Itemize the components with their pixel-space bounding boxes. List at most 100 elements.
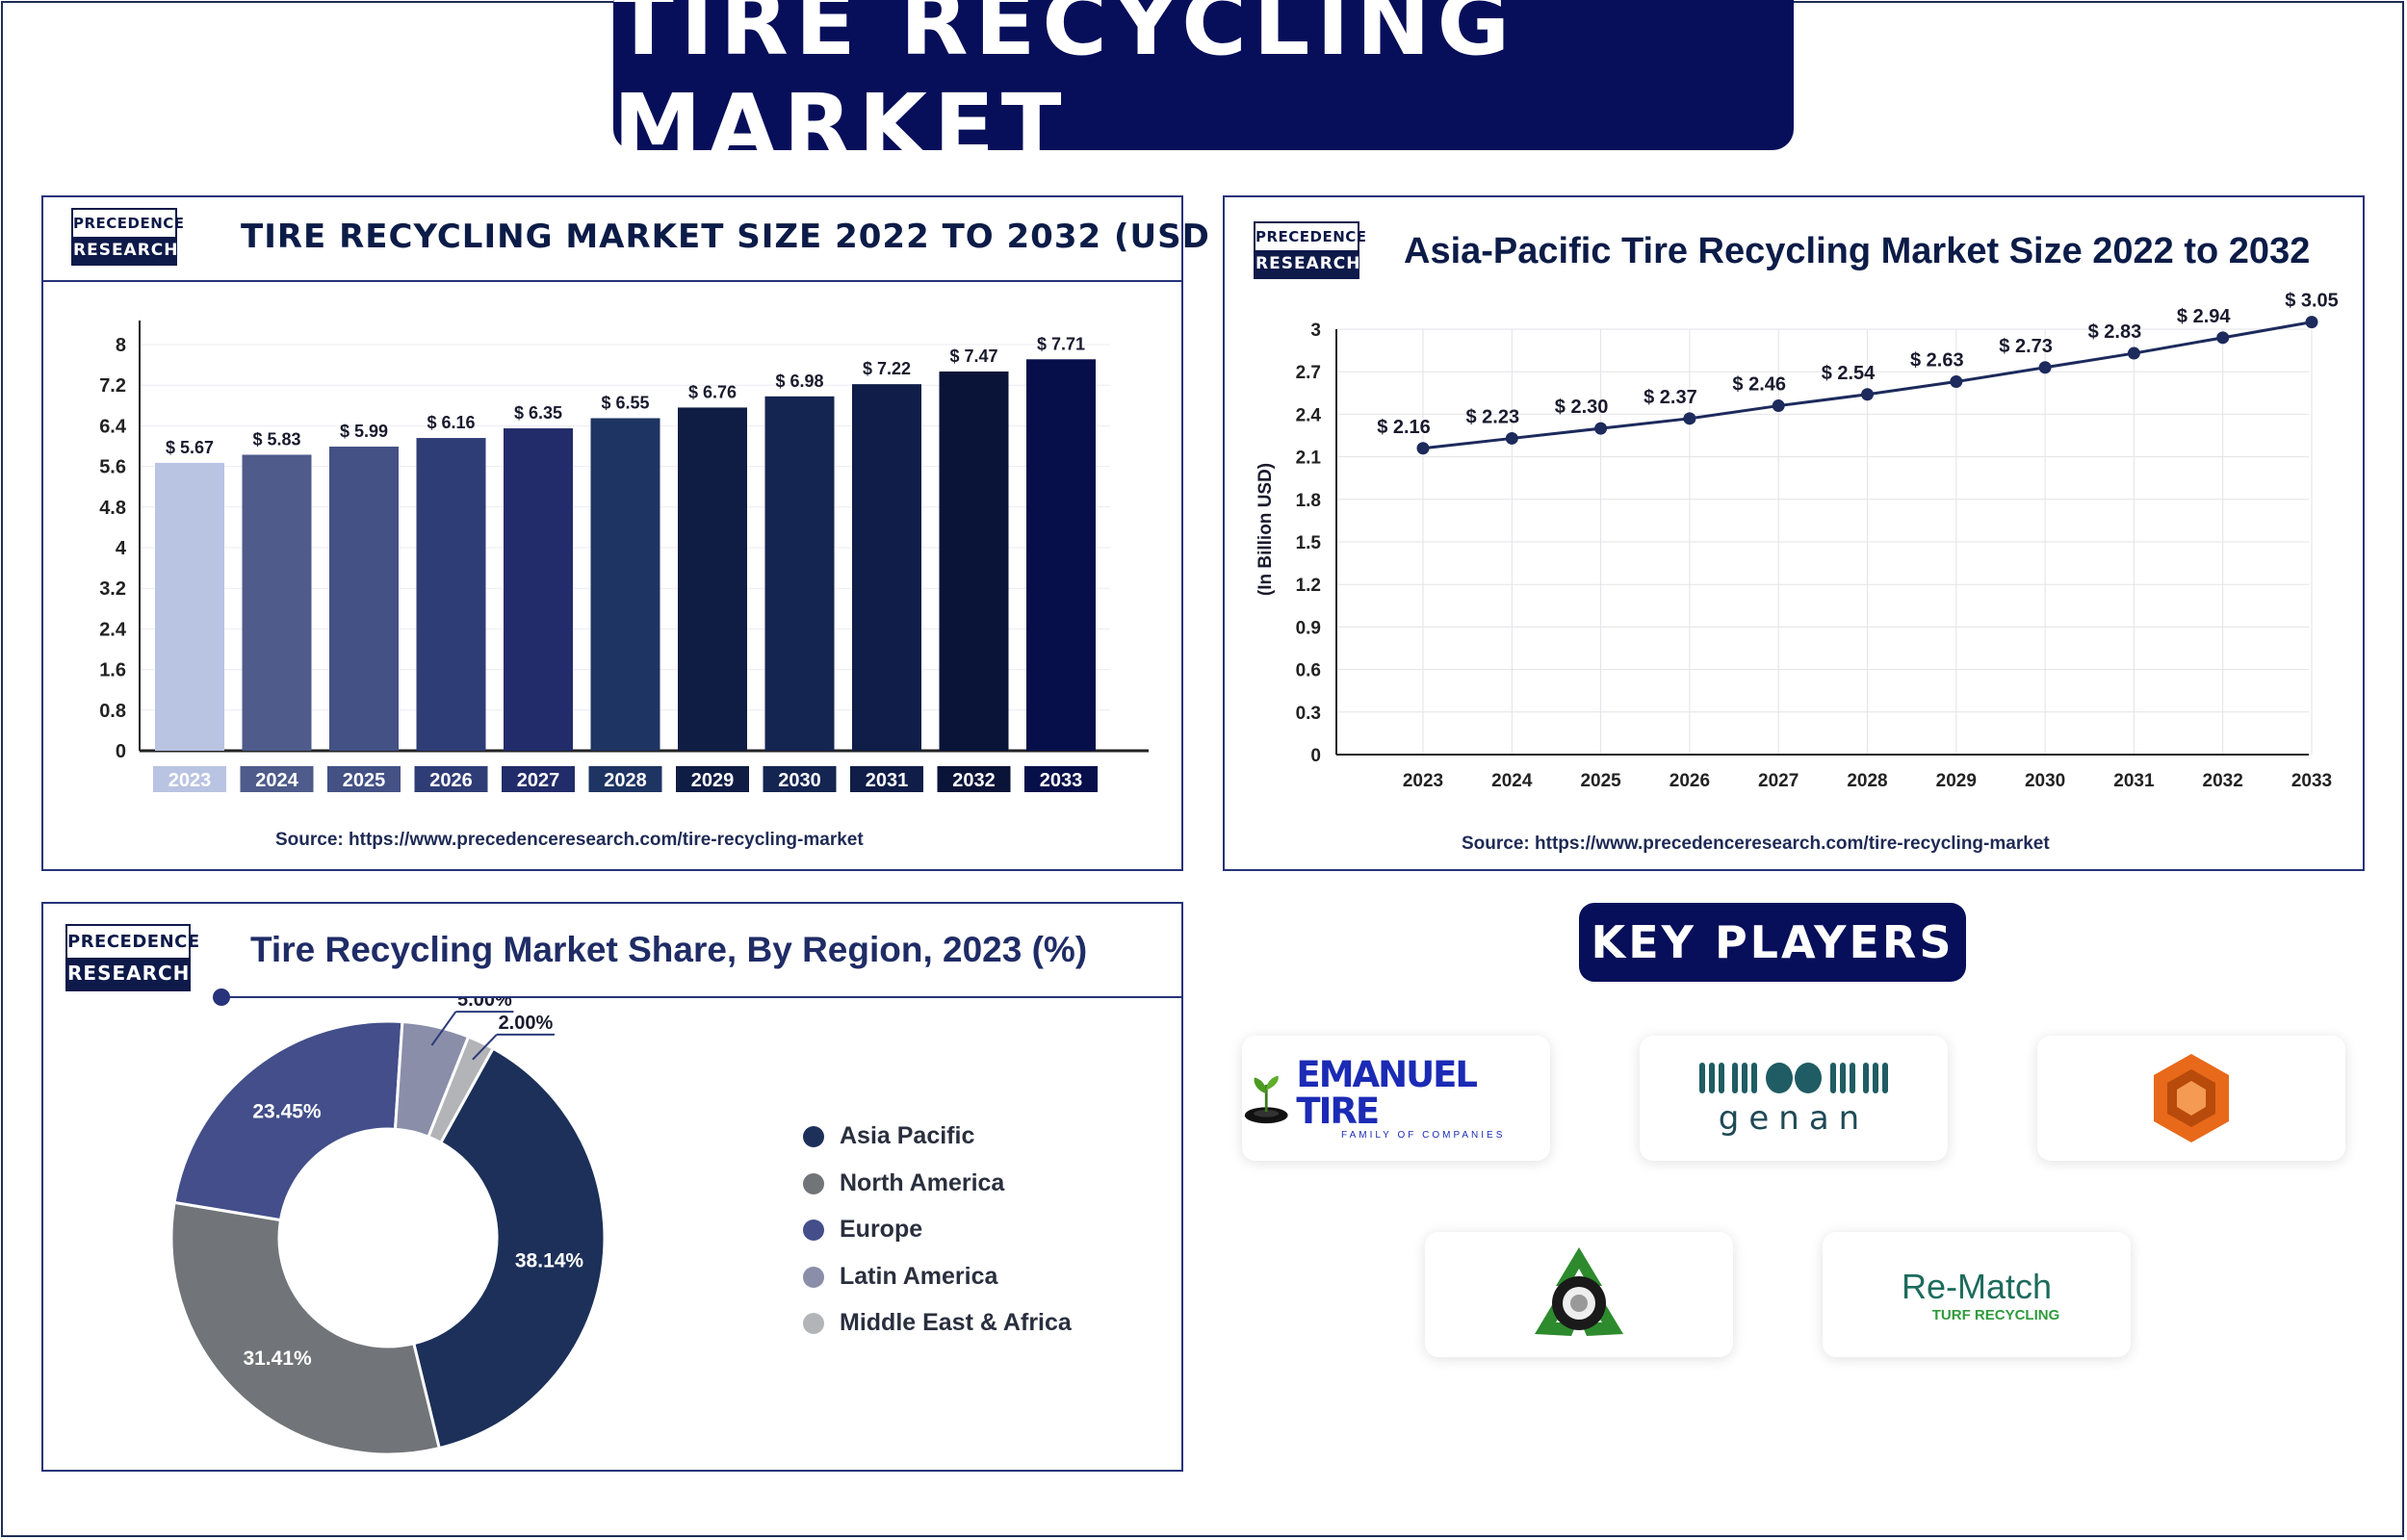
- genan-tread-icon: [1699, 1063, 1888, 1093]
- donut-slice-middle-east-africa: [427, 1035, 496, 1145]
- bar-2033: [1026, 359, 1096, 751]
- line-value-label: $ 2.23: [1465, 406, 1519, 427]
- line-y-tick-label: 2.7: [1296, 363, 1321, 383]
- line-x-tick-label: 2023: [1403, 771, 1443, 791]
- bar-category-tag: [153, 766, 226, 792]
- legend-item-middle-east-africa: Middle East & Africa: [803, 1309, 1072, 1337]
- bar-category-label: 2028: [604, 770, 647, 791]
- line-point-2025: [1594, 422, 1608, 435]
- genan-logo: genan: [1697, 1059, 1890, 1138]
- line-point-2028: [1861, 388, 1874, 401]
- main-title-banner: TIRE RECYCLING MARKET: [613, 0, 1794, 178]
- bar-y-tick-label: 4: [116, 538, 127, 559]
- bar-value-label: $ 6.76: [688, 382, 737, 401]
- bar-category-tag: [763, 766, 837, 792]
- legend-item-europe: Europe: [803, 1216, 922, 1244]
- line-y-tick-label: 0.3: [1296, 704, 1321, 724]
- line-value-label: $ 2.30: [1555, 397, 1609, 418]
- legend-swatch: [803, 1172, 824, 1194]
- line-chart-panel: [1223, 195, 2365, 871]
- bar-category-label: 2032: [952, 770, 996, 791]
- bar-category-tag: [937, 766, 1011, 792]
- player-card-genan: genan: [1640, 1036, 1948, 1161]
- bar-category-label: 2029: [691, 770, 735, 791]
- bar-chart-title: TIRE RECYCLING MARKET SIZE 2022 TO 2032 …: [241, 218, 1392, 256]
- key-players-banner: KEY PLAYERS: [1579, 903, 1966, 982]
- line-point-2029: [1950, 375, 1963, 389]
- bar-y-tick-label: 5.6: [99, 457, 126, 478]
- line-point-2023: [1416, 442, 1430, 455]
- bar-2031: [852, 384, 921, 751]
- bar-value-label: $ 7.47: [949, 346, 997, 366]
- donut-divider-dot: [213, 988, 230, 1006]
- donut-chart-title: Tire Recycling Market Share, By Region, …: [250, 930, 1088, 969]
- bar-category-tag: [327, 766, 401, 792]
- main-title: TIRE RECYCLING MARKET: [613, 0, 1517, 178]
- line-x-tick-label: 2032: [2203, 771, 2243, 791]
- bar-value-label: $ 5.67: [166, 438, 214, 457]
- donut-value-label: 31.41%: [243, 1348, 312, 1370]
- player-card-emanuel-tire: EMANUEL TIRE FAMILY OF COMPANIES: [1242, 1036, 1550, 1161]
- bar-category-tag: [588, 766, 662, 792]
- donut-value-label: 38.14%: [515, 1250, 584, 1272]
- donut-slice-europe: [172, 1019, 404, 1222]
- bar-value-label: $ 6.16: [427, 413, 475, 432]
- line-value-label: $ 2.94: [2177, 306, 2231, 327]
- line-y-axis-label: (In Billion USD): [1255, 463, 1276, 596]
- bar-category-label: 2025: [343, 770, 386, 791]
- bar-value-label: $ 5.99: [340, 422, 388, 441]
- player-card-hexagon-logo: [2037, 1036, 2345, 1161]
- player-card-rematch: Re-Match TURF RECYCLING: [1823, 1232, 2131, 1357]
- rematch-logo: Re-Match TURF RECYCLING: [1901, 1266, 2060, 1323]
- bar-2026: [416, 438, 486, 751]
- line-value-label: $ 2.63: [1910, 350, 1964, 372]
- line-y-tick-label: 3: [1310, 321, 1321, 341]
- line-value-label: $ 2.16: [1377, 417, 1431, 438]
- legend-swatch: [803, 1219, 824, 1241]
- emanuel-tire-logo: EMANUEL TIRE FAMILY OF COMPANIES: [1242, 1056, 1550, 1141]
- bar-value-label: $ 6.98: [775, 372, 823, 391]
- bar-category-label: 2031: [866, 770, 909, 791]
- line-x-tick-label: 2029: [1936, 771, 1977, 791]
- bar-category-tag: [414, 766, 488, 792]
- bar-y-tick-label: 8: [116, 335, 126, 356]
- bar-value-label: $ 6.55: [601, 393, 649, 412]
- bar-value-label: $ 5.83: [252, 429, 300, 449]
- bar-chart-source: Source: https://www.precedenceresearch.c…: [275, 830, 864, 850]
- line-point-2027: [1772, 399, 1785, 413]
- line-value-label: $ 2.46: [1732, 374, 1786, 396]
- line-point-2031: [2127, 346, 2140, 360]
- bar-category-label: 2026: [429, 770, 473, 791]
- legend-swatch: [803, 1125, 824, 1147]
- donut-leader-line: [430, 1011, 457, 1046]
- line-y-tick-label: 1.2: [1296, 576, 1321, 596]
- bar-category-label: 2027: [517, 770, 560, 791]
- legend-item-north-america: North America: [803, 1169, 1004, 1197]
- line-chart: 0 0.3 0.6 0.9 1.2 1.5 1.8 2.1 2.4 2.7 3 2023 2024 202…: [1255, 291, 2339, 791]
- line-value-label: $ 3.05: [2285, 291, 2339, 312]
- donut-title-divider: [221, 996, 1182, 998]
- bar-category-tag: [676, 766, 749, 792]
- line-x-tick-label: 2031: [2113, 771, 2155, 791]
- bar-category-tag: [502, 766, 575, 792]
- precedence-logo: PRECEDENCE RESEARCH: [65, 924, 199, 991]
- line-value-label: $ 2.54: [1822, 363, 1876, 384]
- bar-value-label: $ 7.22: [863, 359, 911, 378]
- line-value-label: $ 2.83: [2088, 321, 2142, 343]
- donut-slice-asia-pacific: [411, 1046, 607, 1450]
- bar-2024: [242, 454, 312, 751]
- line-y-tick-label: 0.6: [1296, 661, 1321, 681]
- line-x-tick-label: 2025: [1580, 771, 1621, 791]
- bar-category-tag: [850, 766, 923, 792]
- line-x-tick-label: 2026: [1669, 771, 1710, 791]
- line-x-tick-label: 2027: [1758, 771, 1799, 791]
- line-x-tick-label: 2033: [2291, 771, 2332, 791]
- bar-y-tick-label: 1.6: [99, 660, 126, 681]
- line-y-tick-label: 0: [1310, 746, 1321, 766]
- line-y-tick-label: 2.1: [1296, 449, 1322, 469]
- donut-slice-north-america: [169, 1200, 442, 1456]
- player-card-recycle-tire: [1425, 1232, 1733, 1357]
- bar-y-tick-label: 6.4: [99, 416, 127, 437]
- line-y-tick-label: 2.4: [1296, 405, 1322, 425]
- line-value-label: $ 2.37: [1643, 387, 1697, 408]
